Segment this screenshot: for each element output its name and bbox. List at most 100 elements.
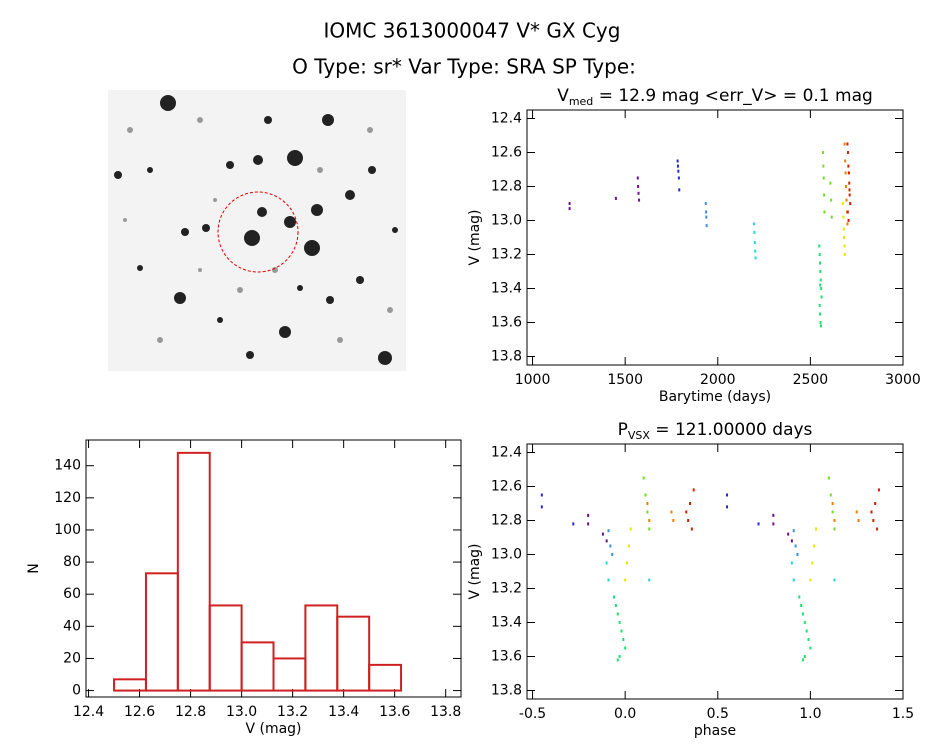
data-point [705,215,708,219]
data-point [814,527,817,531]
data-point [801,658,804,662]
data-point [705,210,708,214]
x-tick-label: 1000 [515,372,551,388]
x-tick-label: 12.6 [124,704,155,720]
data-point [587,513,590,517]
data-point [792,578,795,582]
data-point [540,493,543,497]
y-tick-label: 13.2 [491,247,522,263]
data-point [754,256,757,260]
x-tick-label: 12.4 [73,704,104,720]
data-point [690,527,693,531]
data-point [614,604,617,607]
data-point [870,510,873,514]
data-point [685,510,688,514]
histogram-bar [176,451,211,692]
y-tick-label: 13.6 [491,315,522,331]
data-point [646,510,649,514]
data-point [627,544,630,548]
data-point [823,193,826,197]
data-point [819,270,822,273]
chart-title-part: VSX [628,429,651,442]
data-point [847,164,850,168]
x-tick-label: 13.4 [328,704,359,720]
data-point [754,249,757,253]
x-axis-label: phase [694,723,736,739]
y-axis-label: N [26,563,42,573]
data-point [847,171,850,175]
data-point [819,312,822,316]
data-point [605,539,608,543]
data-point [677,169,680,173]
data-point [849,202,852,205]
chart-title-part: med [569,95,593,108]
data-point [842,227,845,231]
data-point [820,287,823,290]
data-point [704,202,707,205]
y-tick-label: 12.8 [491,179,522,195]
data-point [848,193,851,197]
data-point [646,502,649,505]
data-point [819,278,822,282]
data-point [819,283,822,287]
x-axis-label: Barytime (days) [659,389,771,405]
data-point [753,230,756,234]
data-point [846,222,849,226]
data-point [813,544,816,548]
data-point [823,210,826,214]
data-point [572,522,575,526]
x-tick-label: 13.6 [379,704,410,720]
data-point [726,505,729,509]
data-point [540,505,543,509]
data-point [624,646,627,650]
y-tick-label: 13.8 [491,683,522,699]
x-tick-label: 1.5 [892,706,914,722]
y-tick-label: 140 [54,458,81,474]
plot-frame [85,439,462,698]
chart-title-part: = 12.9 mag <err_V> = 0.1 mag [593,86,873,106]
data-point [620,629,623,633]
star-field-image [108,90,406,371]
data-point [772,513,775,517]
data-point [790,539,793,543]
data-point [794,544,797,548]
y-tick-label: 13.6 [491,649,522,665]
chart-title-part: = 121.00000 days [650,420,813,440]
data-point [616,658,619,662]
data-point [833,578,836,582]
data-point [844,185,847,188]
data-point [753,241,756,245]
data-point [843,244,846,248]
x-tick-label: 2000 [700,372,736,388]
data-point [874,502,877,505]
data-point [687,519,690,522]
data-point [637,191,640,195]
data-point [636,176,639,180]
data-point [809,578,812,582]
y-tick-label: 13.2 [491,581,522,597]
data-point [842,215,845,219]
x-tick-label: 2500 [793,372,829,388]
data-point [807,638,810,641]
data-point [607,578,610,582]
data-point [818,253,821,256]
data-point [830,215,833,219]
data-point [855,510,858,514]
chart-title: Vmed = 12.9 mag <err_V> = 0.1 mag [557,86,873,108]
x-tick-label: 0.0 [614,706,636,722]
data-point [822,176,825,180]
data-point [846,210,849,214]
data-point [692,488,695,492]
data-point [829,493,832,497]
data-point [642,476,645,480]
data-point [638,198,641,202]
data-point [644,493,647,497]
y-axis-label: V (mag) [467,543,483,599]
y-tick-label: 12.8 [491,513,522,529]
data-point [803,621,806,624]
data-point [872,519,875,522]
data-point [607,529,610,533]
y-axis-label: V (mag) [467,209,483,265]
data-point [833,527,836,531]
data-point [648,527,651,531]
